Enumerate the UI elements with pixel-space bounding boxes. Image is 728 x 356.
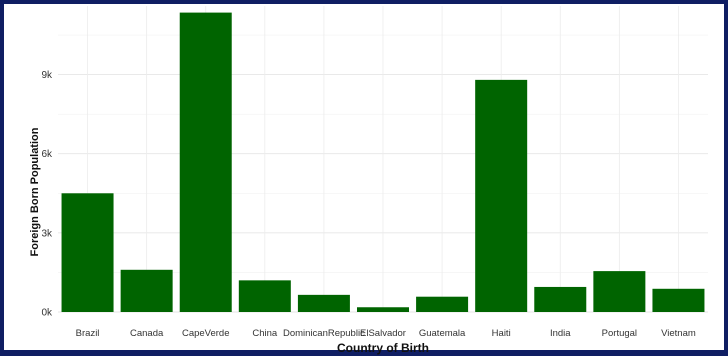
bar-guatemala bbox=[416, 296, 469, 312]
x-tick-label: India bbox=[550, 328, 571, 339]
bar-canada bbox=[120, 269, 173, 312]
x-axis-title: Country of Birth bbox=[337, 341, 429, 355]
y-tick-label: 0k bbox=[41, 308, 53, 319]
y-tick-label: 6k bbox=[41, 149, 53, 160]
bar-layer bbox=[61, 12, 705, 313]
label-layer: 0k 3k 6k 9k Brazil Canada CapeVerde China Domini… bbox=[41, 70, 695, 339]
bar-haiti bbox=[475, 79, 528, 313]
bar-capeverde bbox=[179, 12, 232, 313]
x-tick-label: CapeVerde bbox=[182, 328, 230, 339]
x-tick-label: Portugal bbox=[602, 328, 637, 339]
y-axis-title: Foreign Born Population bbox=[29, 127, 41, 256]
bar-elsalvador bbox=[357, 307, 409, 312]
x-tick-label: Guatemala bbox=[419, 328, 466, 339]
grid-layer bbox=[58, 6, 708, 313]
bar-portugal bbox=[593, 271, 646, 312]
x-tick-label: Canada bbox=[130, 328, 164, 339]
y-tick-label: 3k bbox=[41, 228, 53, 239]
x-tick-label: ElSalvador bbox=[360, 328, 406, 339]
x-tick-label: Vietnam bbox=[661, 328, 696, 339]
bar-china bbox=[238, 280, 291, 312]
x-tick-label: China bbox=[252, 328, 278, 339]
bar-dominicanrepublic bbox=[297, 294, 350, 312]
bar-vietnam bbox=[652, 288, 705, 312]
bar-india bbox=[534, 286, 587, 312]
y-tick-label: 9k bbox=[41, 70, 53, 81]
x-tick-label: Haiti bbox=[492, 328, 511, 339]
bar-brazil bbox=[61, 193, 114, 312]
x-tick-label: Brazil bbox=[76, 328, 100, 339]
x-tick-label: DominicanRepublic bbox=[283, 328, 365, 339]
